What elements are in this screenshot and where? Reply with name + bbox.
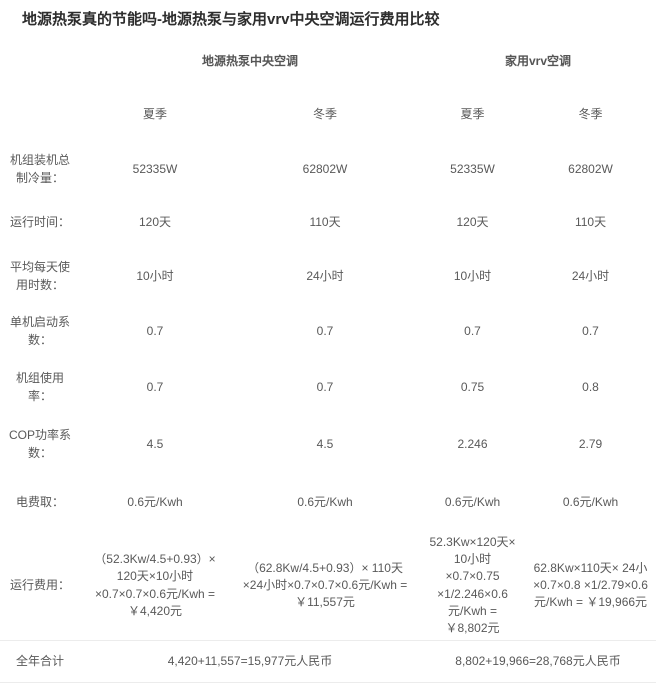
row-label-cell: 运行时间： [9, 214, 70, 229]
value-cell: 4.5 [146, 436, 164, 451]
row-label-cell: 平均每天使用时数： [9, 260, 70, 292]
table-row: 运行费用： （52.3Kw/4.5+0.93）× 120天×10小时×0.7×0.… [0, 532, 656, 641]
comparison-table: 地源热泵中央空调 家用vrv空调 夏季 冬季 夏季 冬季 机组装机总制冷量： 52335W… [0, 38, 656, 683]
group-header-row: 地源热泵中央空调 家用vrv空调 [0, 38, 656, 86]
value-cell: 110天 [574, 214, 607, 229]
corner-cell [0, 38, 80, 86]
value-cell: 0.7 [582, 323, 599, 338]
value-cell: 0.7 [316, 323, 334, 338]
row-label-cell: 全年合计 [0, 639, 80, 683]
corner-cell [0, 86, 80, 144]
group-header-cell: 地源热泵中央空调 [202, 53, 299, 68]
value-cell: 10小时 [136, 268, 174, 283]
value-cell: 2.79 [578, 436, 603, 451]
total-row: 全年合计 4,420+11,557=15,977元人民币 8,802+19,966=… [0, 639, 656, 683]
value-cell: 62802W [302, 161, 348, 176]
row-label-cell: 运行费用： [9, 577, 70, 592]
row-label-cell: COP功率系数： [8, 428, 71, 460]
value-cell: 0.6元/Kwh [562, 494, 619, 509]
season-header-cell: 冬季 [313, 106, 338, 121]
value-cell: （62.8Kw/4.5+0.93）× 110天×24小时×0.7×0.7×0.6… [242, 560, 408, 610]
value-cell: 62.8Kw×110天× 24小×0.7×0.8 ×1/2.79×0.6元/Kw… [533, 560, 648, 610]
total-value-cell: 8,802+19,966=28,768元人民币 [420, 639, 656, 683]
value-cell: 0.7 [464, 323, 481, 338]
table-row: 运行时间： 120天 110天 120天 110天 [0, 196, 656, 250]
total-value-cell: 4,420+11,557=15,977元人民币 [80, 639, 421, 683]
table-row: 电费取： 0.6元/Kwh 0.6元/Kwh 0.6元/Kwh 0.6元/Kwh [0, 474, 656, 532]
season-header-cell: 冬季 [578, 106, 603, 121]
value-cell: 0.7 [316, 379, 334, 394]
row-label-cell: 单机启动系数： [9, 315, 70, 347]
value-cell: （52.3Kw/4.5+0.93）× 120天×10小时×0.7×0.7×0.6… [94, 551, 216, 619]
value-cell: 52335W [450, 161, 495, 176]
value-cell: 0.6元/Kwh [444, 494, 501, 509]
value-cell: 0.7 [146, 323, 164, 338]
value-cell: 62802W [568, 161, 613, 176]
table-row: COP功率系数： 4.5 4.5 2.246 2.79 [0, 416, 656, 474]
value-cell: 120天 [456, 214, 489, 229]
table-row: 平均每天使用时数： 10小时 24小时 10小时 24小时 [0, 250, 656, 304]
value-cell: 0.6元/Kwh [127, 494, 183, 509]
table-head: 地源热泵中央空调 家用vrv空调 夏季 冬季 夏季 冬季 [0, 38, 656, 144]
value-cell: 24小时 [571, 268, 610, 283]
value-cell: 0.7 [146, 379, 164, 394]
value-cell: 10小时 [453, 268, 492, 283]
value-cell: 110天 [309, 214, 341, 229]
value-cell: 24小时 [306, 268, 344, 283]
value-cell: 4.5 [316, 436, 334, 451]
value-cell: 52.3Kw×120天× 10小时×0.7×0.75 ×1/2.246×0.6元… [429, 534, 516, 636]
value-cell: 120天 [138, 214, 172, 229]
table-row: 单机启动系数： 0.7 0.7 0.7 0.7 [0, 304, 656, 360]
value-cell: 0.75 [460, 379, 485, 394]
table-body: 机组装机总制冷量： 52335W 62802W 52335W 62802W 运行时间： 12… [0, 144, 656, 683]
row-label-cell: 电费取： [15, 494, 64, 509]
row-label-cell: 机组使用率： [15, 371, 64, 403]
value-cell: 0.8 [582, 379, 599, 394]
page-title: 地源热泵真的节能吗-地源热泵与家用vrv中央空调运行费用比较 [22, 11, 440, 28]
group-header-cell: 家用vrv空调 [505, 53, 572, 68]
season-header-cell: 夏季 [460, 106, 485, 121]
season-header-cell: 夏季 [142, 106, 167, 121]
row-label-cell: 机组装机总制冷量： [9, 153, 70, 185]
value-cell: 2.246 [457, 436, 488, 451]
value-cell: 52335W [132, 161, 178, 176]
table-row: 机组装机总制冷量： 52335W 62802W 52335W 62802W [0, 144, 656, 196]
table-row: 机组使用率： 0.7 0.7 0.75 0.8 [0, 360, 656, 416]
value-cell: 0.6元/Kwh [297, 494, 353, 509]
season-header-row: 夏季 冬季 夏季 冬季 [0, 86, 656, 144]
